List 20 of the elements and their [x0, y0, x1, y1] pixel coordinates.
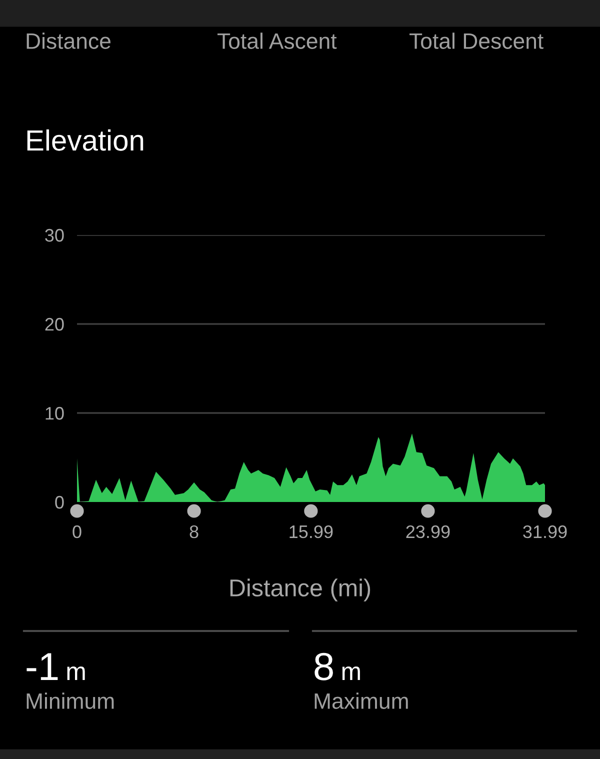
chart-title: Elevation	[27, 129, 144, 151]
y-tick-label: 30	[45, 228, 64, 242]
y-tick-label: 0	[55, 496, 64, 509]
x-axis-title: Distance (mi)	[230, 578, 370, 602]
text: Maximum	[314, 692, 408, 709]
text: Minimum	[26, 692, 114, 709]
x-tick-label: 23.99	[406, 525, 450, 538]
x-tick-label: 0	[72, 525, 82, 538]
y-tick-label: 10	[46, 406, 64, 420]
text: m	[342, 666, 360, 680]
x-tick-label: 8	[190, 525, 198, 538]
text: Distance	[26, 32, 110, 49]
text: 8	[314, 652, 333, 680]
x-tick-label: 31.99	[523, 525, 567, 538]
text: -1	[26, 653, 58, 680]
y-tick-label: 20	[45, 318, 64, 331]
text: Total Descent	[410, 32, 544, 49]
x-tick-label: 15.99	[290, 525, 333, 538]
text: Total Ascent	[218, 32, 337, 49]
text: m	[67, 666, 85, 680]
